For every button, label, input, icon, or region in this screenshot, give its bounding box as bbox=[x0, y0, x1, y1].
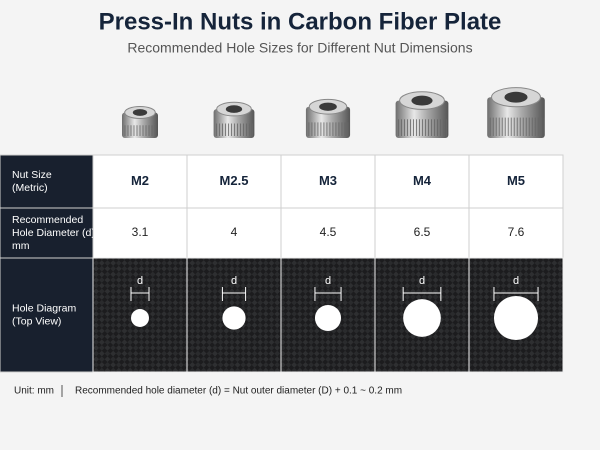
dimension-label: d bbox=[325, 275, 331, 287]
cell bbox=[186, 207, 282, 259]
nut-body bbox=[213, 109, 255, 138]
row-header-text: Hole Diagram bbox=[12, 302, 76, 314]
dimension-label: d bbox=[231, 275, 237, 287]
cell bbox=[92, 207, 188, 259]
title: Press-In Nuts in Carbon Fiber Plate bbox=[99, 8, 502, 35]
hole bbox=[314, 304, 342, 332]
column-header: M5 bbox=[507, 173, 525, 188]
cell bbox=[280, 154, 376, 209]
nut-hole bbox=[132, 109, 148, 116]
dimension-label: d bbox=[419, 275, 425, 287]
hole bbox=[493, 295, 539, 341]
row-header-cell bbox=[0, 257, 94, 373]
hole-diameter: 7.6 bbox=[508, 225, 525, 239]
hole bbox=[222, 306, 246, 330]
nut-hole bbox=[411, 95, 433, 106]
dimension-label: d bbox=[137, 275, 143, 287]
row-header-cell bbox=[0, 207, 94, 259]
row-header-text: mm bbox=[12, 240, 30, 252]
hole bbox=[403, 299, 441, 337]
nut-body bbox=[395, 100, 449, 138]
cell bbox=[186, 154, 282, 209]
subtitle: Recommended Hole Sizes for Different Nut… bbox=[127, 40, 472, 56]
cell bbox=[468, 207, 564, 259]
nut-hole bbox=[225, 105, 243, 113]
cell bbox=[468, 154, 564, 209]
footer-unit: Unit: mm bbox=[14, 386, 54, 397]
cell bbox=[374, 207, 470, 259]
column-header: M4 bbox=[413, 173, 432, 188]
dimension-label: d bbox=[513, 275, 519, 287]
column-header: M2 bbox=[131, 173, 149, 188]
nut-hole bbox=[504, 91, 528, 103]
cell bbox=[280, 207, 376, 259]
footer-note: Recommended hole diameter (d) = Nut oute… bbox=[75, 386, 402, 397]
hole-diameter: 4.5 bbox=[320, 225, 337, 239]
column-header: M3 bbox=[319, 173, 337, 188]
nut-hole bbox=[319, 102, 337, 111]
hole-diameter: 4 bbox=[231, 225, 238, 239]
nut-body bbox=[487, 97, 545, 138]
row-header-text: (Metric) bbox=[12, 182, 48, 194]
hole-diameter: 3.1 bbox=[132, 225, 149, 239]
row-header-text: Nut Size bbox=[12, 169, 52, 181]
row-header-text: Hole Diameter (d) bbox=[12, 227, 95, 239]
hole bbox=[131, 309, 149, 327]
hole-diameter: 6.5 bbox=[414, 225, 431, 239]
row-header-text: Recommended bbox=[12, 214, 83, 226]
row-header-text: (Top View) bbox=[12, 315, 61, 327]
column-header: M2.5 bbox=[220, 173, 249, 188]
